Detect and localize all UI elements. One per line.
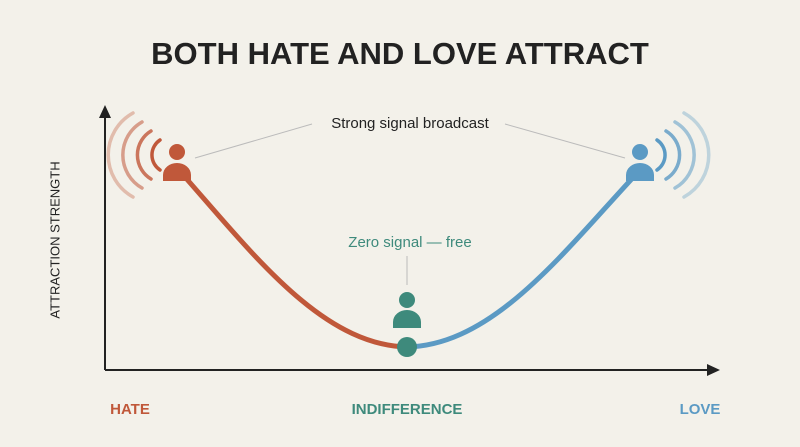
love-curve (404, 167, 643, 350)
annotation-lines (194, 123, 626, 285)
x-arrow (707, 364, 720, 376)
y-arrow (99, 105, 111, 118)
label-love: LOVE (680, 401, 721, 418)
hate-person (163, 144, 191, 181)
y-axis-label: ATTRACTION STRENGTH (47, 161, 62, 318)
indifferent-person (393, 292, 421, 328)
annotation-bottom: Zero signal — free (348, 234, 471, 251)
love-signal (655, 111, 711, 199)
min-point (397, 337, 417, 357)
label-indifference: INDIFFERENCE (352, 401, 463, 418)
title: BOTH HATE AND LOVE ATTRACT (151, 36, 649, 71)
axes (104, 115, 710, 371)
label-hate: HATE (110, 401, 150, 418)
love-person (626, 144, 654, 181)
hate-signal (106, 111, 162, 199)
annotation-top: Strong signal broadcast (331, 115, 489, 132)
hate-curve (174, 165, 410, 350)
